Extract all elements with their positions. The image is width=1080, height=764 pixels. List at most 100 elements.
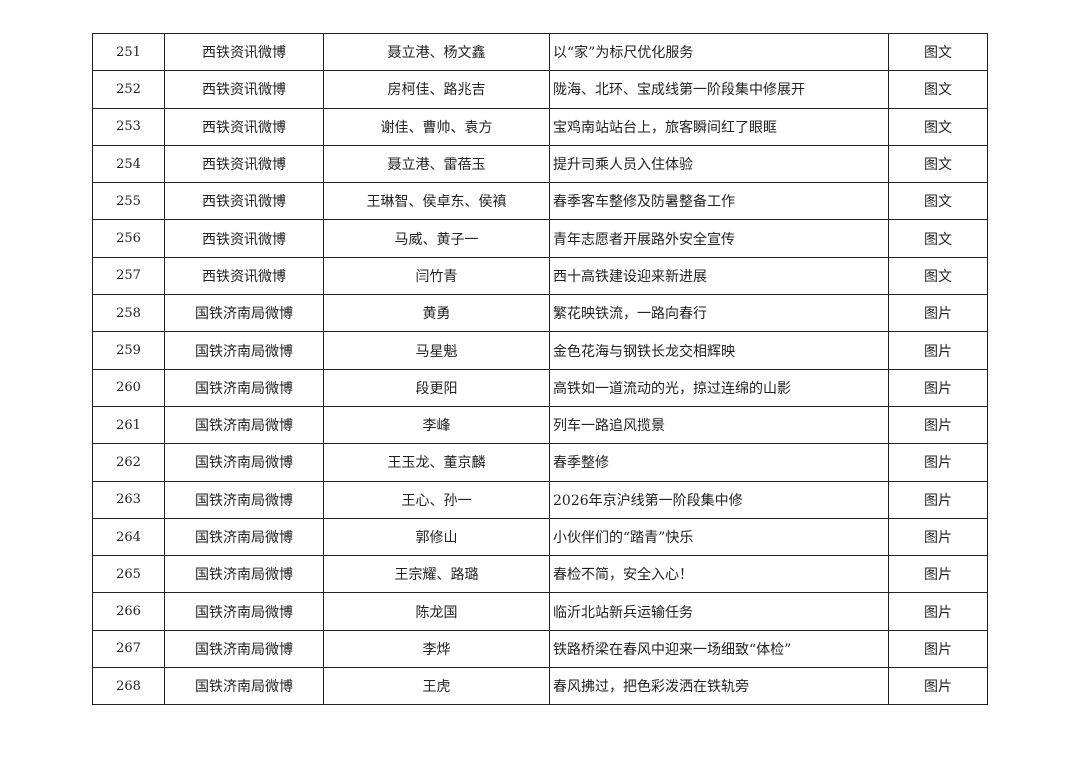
type-cell: 图文 bbox=[888, 144, 988, 184]
type-cell: 图片 bbox=[888, 294, 988, 333]
row-number: 256 bbox=[92, 219, 165, 258]
type-cell: 图文 bbox=[888, 219, 988, 258]
authors-cell: 陈龙国 bbox=[323, 592, 550, 631]
title-cell: 列车一路追风揽景 bbox=[549, 405, 889, 445]
account-cell: 国铁济南局微博 bbox=[164, 294, 324, 333]
table-row: 266 国铁济南局微博 陈龙国 临沂北站新兵运输任务 图片 bbox=[92, 592, 988, 631]
title-cell: 春风拂过，把色彩泼洒在铁轨旁 bbox=[549, 667, 889, 706]
table-row: 251 西铁资讯微博 聂立港、杨文鑫 以“家”为标尺优化服务 图文 bbox=[92, 32, 988, 72]
table-row: 253 西铁资讯微博 谢佳、曹帅、袁方 宝鸡南站站台上，旅客瞬间红了眼眶 图文 bbox=[92, 107, 988, 146]
account-cell: 国铁济南局微博 bbox=[164, 555, 324, 594]
authors-cell: 聂立港、雷蓓玉 bbox=[323, 144, 550, 184]
authors-cell: 郭修山 bbox=[323, 517, 550, 557]
table-row: 265 国铁济南局微博 王宗耀、路璐 春检不简，安全入心！ 图片 bbox=[92, 555, 988, 594]
table-row: 252 西铁资讯微博 房柯佳、路兆吉 陇海、北环、宝成线第一阶段集中修展开 图文 bbox=[92, 70, 988, 109]
table-row: 260 国铁济南局微博 段更阳 高铁如一道流动的光，掠过连绵的山影 图片 bbox=[92, 368, 988, 407]
type-cell: 图片 bbox=[888, 368, 988, 407]
table-row: 267 国铁济南局微博 李烨 铁路桥梁在春风中迎来一场细致“体检” 图片 bbox=[92, 629, 988, 669]
type-cell: 图文 bbox=[888, 256, 988, 296]
type-cell: 图文 bbox=[888, 107, 988, 146]
table-row: 263 国铁济南局微博 王心、孙一 2026年京沪线第一阶段集中修 图片 bbox=[92, 480, 988, 519]
type-cell: 图片 bbox=[888, 331, 988, 370]
authors-cell: 王玉龙、董京麟 bbox=[323, 443, 550, 482]
type-cell: 图片 bbox=[888, 555, 988, 594]
type-cell: 图文 bbox=[888, 182, 988, 221]
title-cell: 宝鸡南站站台上，旅客瞬间红了眼眶 bbox=[549, 107, 889, 146]
authors-cell: 马威、黄子一 bbox=[323, 219, 550, 258]
account-cell: 国铁济南局微博 bbox=[164, 480, 324, 519]
title-cell: 临沂北站新兵运输任务 bbox=[549, 592, 889, 631]
account-cell: 国铁济南局微博 bbox=[164, 629, 324, 669]
type-cell: 图片 bbox=[888, 667, 988, 706]
row-number: 255 bbox=[92, 182, 165, 221]
title-cell: 2026年京沪线第一阶段集中修 bbox=[549, 480, 889, 519]
row-number: 252 bbox=[92, 70, 165, 109]
table-row: 254 西铁资讯微博 聂立港、雷蓓玉 提升司乘人员入住体验 图文 bbox=[92, 144, 988, 184]
type-cell: 图文 bbox=[888, 32, 988, 72]
table-row: 255 西铁资讯微博 王琳智、侯卓东、侯禛 春季客车整修及防暑整备工作 图文 bbox=[92, 182, 988, 221]
account-cell: 西铁资讯微博 bbox=[164, 182, 324, 221]
authors-cell: 段更阳 bbox=[323, 368, 550, 407]
account-cell: 国铁济南局微博 bbox=[164, 517, 324, 557]
row-number: 260 bbox=[92, 368, 165, 407]
authors-cell: 王琳智、侯卓东、侯禛 bbox=[323, 182, 550, 221]
table-row: 268 国铁济南局微博 王虎 春风拂过，把色彩泼洒在铁轨旁 图片 bbox=[92, 667, 988, 706]
row-number: 257 bbox=[92, 256, 165, 296]
authors-cell: 黄勇 bbox=[323, 294, 550, 333]
table-row: 256 西铁资讯微博 马威、黄子一 青年志愿者开展路外安全宣传 图文 bbox=[92, 219, 988, 258]
table-row: 261 国铁济南局微博 李峰 列车一路追风揽景 图片 bbox=[92, 405, 988, 445]
account-cell: 国铁济南局微博 bbox=[164, 331, 324, 370]
table-body: 251 西铁资讯微博 聂立港、杨文鑫 以“家”为标尺优化服务 图文 252 西铁资讯微博 房柯… bbox=[92, 32, 988, 706]
title-cell: 春季整修 bbox=[549, 443, 889, 482]
table-row: 264 国铁济南局微博 郭修山 小伙伴们的“踏青”快乐 图片 bbox=[92, 517, 988, 557]
title-cell: 铁路桥梁在春风中迎来一场细致“体检” bbox=[549, 629, 889, 669]
account-cell: 国铁济南局微博 bbox=[164, 443, 324, 482]
account-cell: 西铁资讯微博 bbox=[164, 107, 324, 146]
title-cell: 春检不简，安全入心！ bbox=[549, 555, 889, 594]
title-cell: 西十高铁建设迎来新进展 bbox=[549, 256, 889, 296]
authors-cell: 王心、孙一 bbox=[323, 480, 550, 519]
works-table: 251 西铁资讯微博 聂立港、杨文鑫 以“家”为标尺优化服务 图文 252 西铁资讯微博 房柯… bbox=[92, 32, 988, 706]
row-number: 262 bbox=[92, 443, 165, 482]
type-cell: 图片 bbox=[888, 480, 988, 519]
authors-cell: 聂立港、杨文鑫 bbox=[323, 32, 550, 72]
title-cell: 春季客车整修及防暑整备工作 bbox=[549, 182, 889, 221]
authors-cell: 马星魁 bbox=[323, 331, 550, 370]
account-cell: 西铁资讯微博 bbox=[164, 256, 324, 296]
row-number: 265 bbox=[92, 555, 165, 594]
row-number: 263 bbox=[92, 480, 165, 519]
title-cell: 陇海、北环、宝成线第一阶段集中修展开 bbox=[549, 70, 889, 109]
authors-cell: 李烨 bbox=[323, 629, 550, 669]
account-cell: 西铁资讯微博 bbox=[164, 219, 324, 258]
authors-cell: 李峰 bbox=[323, 405, 550, 445]
title-cell: 以“家”为标尺优化服务 bbox=[549, 32, 889, 72]
account-cell: 西铁资讯微博 bbox=[164, 144, 324, 184]
row-number: 267 bbox=[92, 629, 165, 669]
title-cell: 青年志愿者开展路外安全宣传 bbox=[549, 219, 889, 258]
account-cell: 国铁济南局微博 bbox=[164, 667, 324, 706]
row-number: 251 bbox=[92, 32, 165, 72]
account-cell: 国铁济南局微博 bbox=[164, 368, 324, 407]
type-cell: 图文 bbox=[888, 70, 988, 109]
type-cell: 图片 bbox=[888, 517, 988, 557]
authors-cell: 王宗耀、路璐 bbox=[323, 555, 550, 594]
authors-cell: 房柯佳、路兆吉 bbox=[323, 70, 550, 109]
account-cell: 西铁资讯微博 bbox=[164, 32, 324, 72]
account-cell: 国铁济南局微博 bbox=[164, 405, 324, 445]
title-cell: 金色花海与钢铁长龙交相辉映 bbox=[549, 331, 889, 370]
table-row: 257 西铁资讯微博 闫竹青 西十高铁建设迎来新进展 图文 bbox=[92, 256, 988, 296]
row-number: 254 bbox=[92, 144, 165, 184]
account-cell: 西铁资讯微博 bbox=[164, 70, 324, 109]
row-number: 253 bbox=[92, 107, 165, 146]
row-number: 258 bbox=[92, 294, 165, 333]
type-cell: 图片 bbox=[888, 592, 988, 631]
authors-cell: 王虎 bbox=[323, 667, 550, 706]
row-number: 264 bbox=[92, 517, 165, 557]
row-number: 268 bbox=[92, 667, 165, 706]
type-cell: 图片 bbox=[888, 443, 988, 482]
row-number: 259 bbox=[92, 331, 165, 370]
row-number: 266 bbox=[92, 592, 165, 631]
title-cell: 小伙伴们的“踏青”快乐 bbox=[549, 517, 889, 557]
row-number: 261 bbox=[92, 405, 165, 445]
account-cell: 国铁济南局微博 bbox=[164, 592, 324, 631]
